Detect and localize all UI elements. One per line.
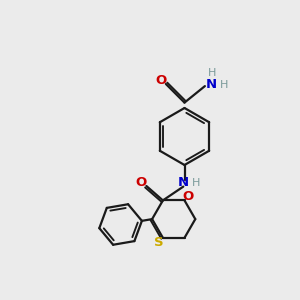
Text: N: N [178,176,189,190]
Text: O: O [182,190,194,203]
Text: H: H [220,80,228,90]
Text: N: N [206,78,217,92]
Text: O: O [155,74,166,88]
Text: H: H [208,68,216,78]
Text: H: H [192,178,200,188]
Text: O: O [135,176,147,190]
Text: S: S [154,236,164,248]
